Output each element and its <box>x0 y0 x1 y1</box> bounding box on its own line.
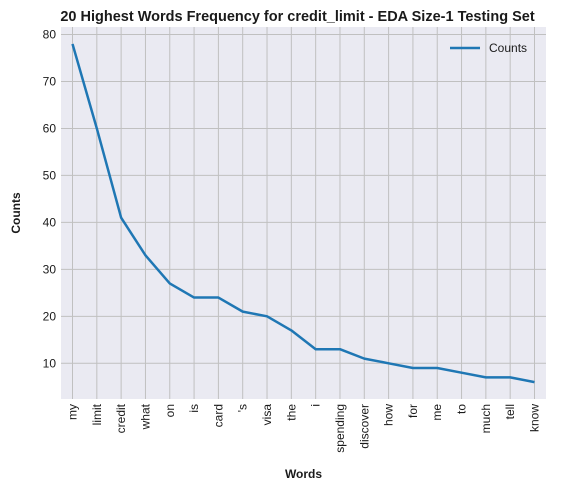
series-line <box>71 43 535 384</box>
x-tick-label: limit <box>90 403 104 425</box>
x-tick-label: is <box>187 404 201 413</box>
y-tick-label: 20 <box>43 309 57 323</box>
x-tick-label: for <box>406 404 420 418</box>
x-tick-label: card <box>211 404 225 427</box>
series-layer <box>71 43 535 384</box>
x-tick-label: spending <box>333 404 347 453</box>
y-tick-label: 40 <box>43 215 57 229</box>
y-tick-label: 50 <box>43 168 57 182</box>
x-tick-label: visa <box>260 404 274 426</box>
x-tick-label: 's <box>236 404 250 412</box>
x-tick-label: what <box>138 403 152 430</box>
legend: Counts <box>450 41 527 55</box>
x-tick-label: me <box>430 404 444 421</box>
x-tick-label: discover <box>357 404 371 449</box>
x-tick-label: credit <box>114 403 128 433</box>
y-tick-label: 80 <box>43 28 57 42</box>
y-tick-label: 70 <box>43 74 57 88</box>
y-tick-label: 30 <box>43 262 57 276</box>
x-tick-label: i <box>309 404 323 407</box>
x-tick-labels: my limit credit what on is card 's visa the i spend… <box>66 403 542 452</box>
x-axis-label: Words <box>285 467 322 481</box>
x-tick-label: tell <box>503 404 517 419</box>
x-tick-label: my <box>66 404 80 420</box>
plot-background <box>61 27 546 399</box>
grid <box>61 27 546 399</box>
y-tick-label: 60 <box>43 121 57 135</box>
x-tick-label: much <box>479 404 493 433</box>
legend-label: Counts <box>489 41 527 55</box>
y-tick-labels: 10 20 30 40 50 60 70 80 <box>43 28 57 371</box>
x-tick-label: how <box>382 404 396 426</box>
x-tick-label: know <box>528 404 542 432</box>
y-axis-label: Counts <box>9 192 23 234</box>
x-tick-label: on <box>163 404 177 417</box>
x-tick-label: the <box>284 404 298 421</box>
y-tick-label: 10 <box>43 356 57 370</box>
x-tick-label: to <box>455 404 469 414</box>
chart-title: 20 Highest Words Frequency for credit_li… <box>60 9 534 25</box>
